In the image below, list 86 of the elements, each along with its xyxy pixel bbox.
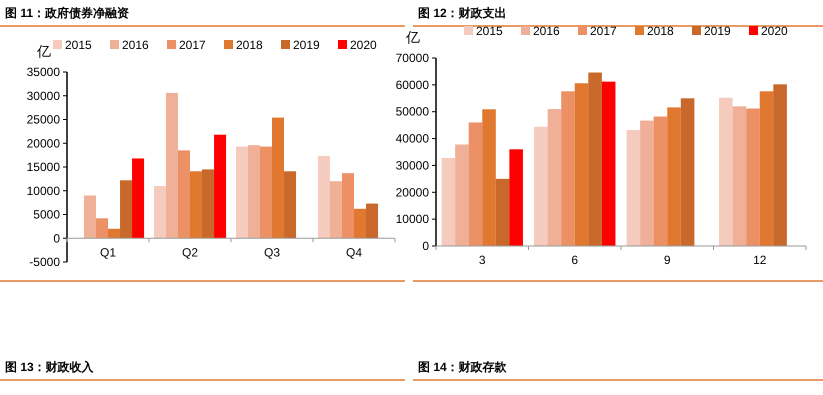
bar (680, 98, 694, 246)
bar (120, 180, 132, 238)
bar (96, 218, 108, 238)
bar (178, 150, 190, 238)
legend-label: 2017 (179, 38, 206, 52)
bar (342, 173, 354, 238)
legend-label: 2016 (122, 38, 150, 52)
legend-label: 2017 (590, 24, 618, 38)
y-tick-label: 25000 (26, 112, 60, 126)
bar (354, 208, 366, 238)
legend-label: 2019 (293, 38, 320, 52)
bar (442, 158, 456, 246)
legend-label: 2016 (533, 24, 560, 38)
bar (574, 83, 588, 246)
y-tick-label: 15000 (26, 160, 60, 174)
legend-label: 2020 (761, 24, 788, 38)
bar (248, 145, 260, 238)
bar (548, 109, 562, 246)
y-tick-label: 0 (422, 239, 430, 253)
y-tick-label: 10000 (396, 212, 430, 226)
bar (318, 156, 330, 238)
bar (366, 204, 378, 238)
bar (468, 122, 482, 246)
bar (455, 144, 469, 246)
legend-label: 2020 (350, 38, 378, 52)
bar (746, 108, 760, 246)
bar (84, 196, 96, 238)
bar (626, 130, 640, 246)
legend-label: 2018 (236, 38, 264, 52)
x-tick-label: 6 (571, 253, 578, 267)
bar (284, 171, 296, 238)
y-tick-label: -5000 (29, 255, 60, 269)
bar (272, 118, 284, 238)
bar (509, 149, 523, 246)
y-tick-label: 10000 (26, 184, 60, 198)
bar (166, 92, 178, 238)
x-tick-label: Q3 (264, 245, 280, 260)
x-tick-label: Q2 (182, 245, 198, 260)
bar (482, 109, 496, 246)
bar (719, 98, 733, 246)
y-tick-label: 60000 (396, 78, 430, 92)
y-tick-label: 70000 (396, 51, 430, 65)
bar (202, 169, 214, 238)
bar (602, 82, 616, 246)
legend-label: 2018 (647, 24, 674, 38)
x-tick-label: Q1 (100, 245, 116, 260)
legend-label: 2019 (704, 24, 732, 38)
bar (132, 158, 144, 238)
caption: 图 14：财政存款 (418, 360, 508, 374)
bar (667, 107, 681, 246)
bar (236, 146, 248, 238)
legend-label: 2015 (65, 38, 92, 52)
bar (108, 228, 120, 238)
y-tick-label: 35000 (26, 65, 60, 79)
bar (496, 178, 510, 246)
bar (534, 126, 548, 246)
chart-title: 图 12：财政支出 (418, 6, 507, 20)
caption: 图 13：财政收入 (5, 360, 95, 374)
bar (773, 84, 787, 246)
bar (588, 72, 602, 246)
x-tick-label: 12 (753, 253, 767, 267)
y-axis-title: 亿 (405, 29, 420, 45)
y-tick-label: 30000 (396, 158, 430, 172)
y-tick-label: 0 (53, 231, 60, 246)
bar (760, 91, 774, 246)
bar (190, 171, 202, 238)
y-tick-label: 30000 (26, 88, 60, 103)
bar (640, 120, 654, 246)
y-tick-label: 20000 (26, 136, 60, 150)
y-tick-label: 40000 (396, 132, 430, 146)
legend-label: 2015 (476, 24, 504, 38)
bar (154, 186, 166, 238)
y-tick-label: 50000 (396, 104, 430, 119)
bar (214, 134, 226, 238)
y-tick-label: 5000 (33, 208, 60, 222)
y-axis-title: 亿 (36, 43, 51, 59)
bar (732, 106, 746, 246)
bar (654, 116, 668, 246)
bar (330, 181, 342, 238)
y-tick-label: 20000 (396, 185, 430, 200)
x-tick-label: Q4 (346, 245, 362, 260)
x-tick-label: 3 (478, 253, 486, 267)
bar (260, 146, 272, 238)
chart-title: 图 11：政府债券净融资 (5, 6, 130, 20)
x-tick-label: 9 (664, 253, 671, 267)
bar (561, 91, 575, 246)
